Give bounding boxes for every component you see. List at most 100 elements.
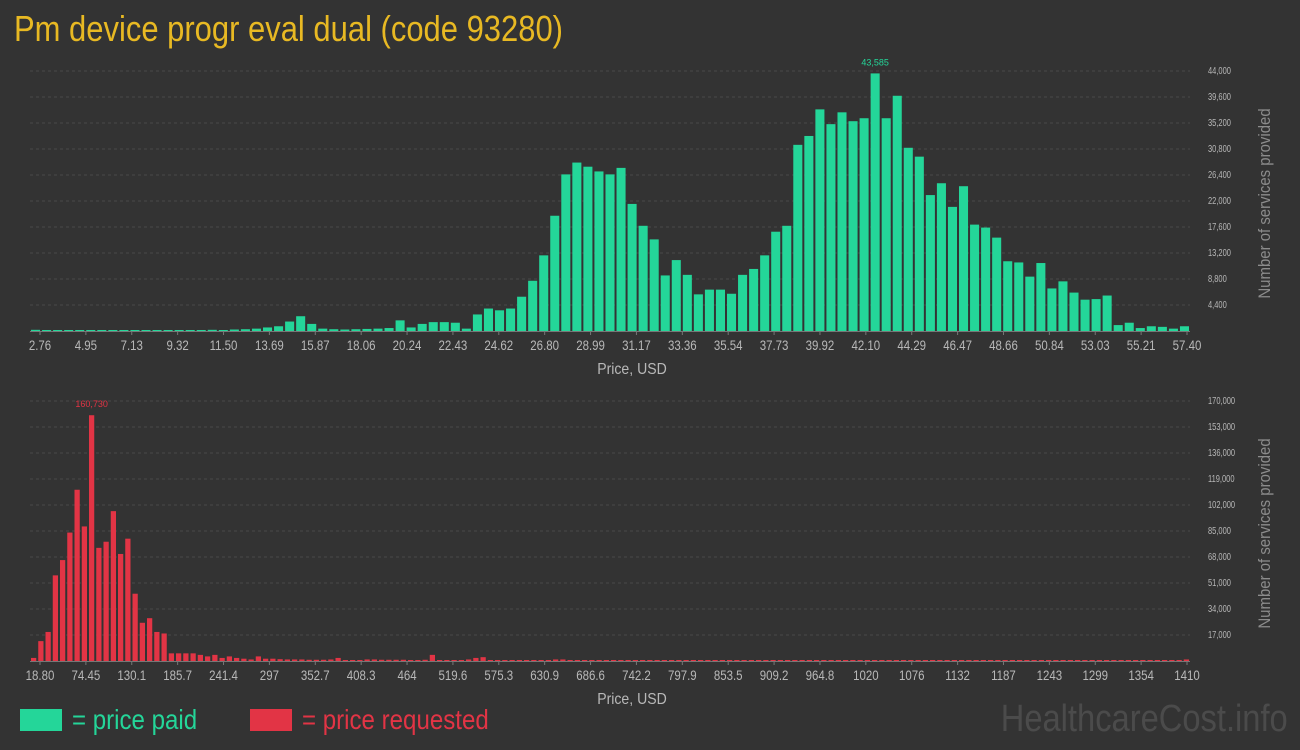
- requested-xtick-label: 464: [397, 667, 416, 683]
- paid-bar: [108, 330, 118, 331]
- requested-bar: [850, 660, 856, 661]
- requested-ytick-label: 102,000: [1208, 499, 1235, 510]
- paid-ytick-label: 30,800: [1208, 143, 1231, 154]
- paid-bar: [693, 294, 703, 331]
- requested-bar: [828, 660, 834, 661]
- requested-bar: [132, 593, 138, 661]
- requested-bar: [1024, 660, 1030, 661]
- paid-bar: [141, 330, 151, 331]
- requested-bar: [1053, 660, 1059, 661]
- paid-bar: [229, 329, 239, 331]
- requested-bar: [1096, 660, 1102, 661]
- page-title: Pm device progr eval dual (code 93280): [14, 8, 564, 49]
- paid-bar: [815, 109, 825, 331]
- requested-bar: [292, 659, 298, 661]
- requested-bar: [930, 660, 936, 661]
- requested-bar: [524, 660, 530, 661]
- requested-xtick-label: 74.45: [72, 667, 101, 683]
- paid-bar: [616, 167, 626, 331]
- requested-bar: [908, 660, 914, 661]
- requested-xtick-label: 241.4: [209, 667, 238, 683]
- paid-bar: [439, 322, 449, 331]
- requested-bar: [408, 660, 414, 661]
- requested-bar: [661, 660, 667, 661]
- legend-paid-swatch: [20, 709, 62, 731]
- requested-bar: [473, 657, 479, 661]
- requested-bar: [161, 633, 167, 661]
- paid-xtick-label: 24.62: [484, 337, 513, 353]
- paid-bar: [1157, 326, 1167, 331]
- paid-xtick-label: 53.03: [1081, 337, 1110, 353]
- paid-bar: [240, 329, 250, 331]
- requested-bar: [1002, 660, 1008, 661]
- paid-bar: [373, 328, 383, 331]
- paid-bar: [119, 330, 129, 331]
- requested-bar: [45, 631, 51, 661]
- requested-bar: [611, 660, 617, 661]
- paid-bar: [881, 118, 891, 331]
- requested-bar: [560, 659, 566, 661]
- paid-x-axis-title: Price, USD: [597, 360, 667, 378]
- requested-bar: [444, 660, 450, 661]
- requested-bar: [763, 660, 769, 661]
- requested-bar: [81, 526, 87, 661]
- requested-bar: [1104, 660, 1110, 661]
- requested-bar: [1046, 660, 1052, 661]
- paid-bar: [506, 308, 516, 331]
- paid-bar: [583, 166, 593, 331]
- paid-bar: [936, 183, 946, 331]
- requested-bar: [959, 660, 965, 661]
- requested-bar: [52, 575, 58, 661]
- paid-bar: [329, 329, 339, 331]
- paid-bar: [207, 329, 217, 331]
- paid-bar: [1146, 326, 1156, 331]
- requested-bar: [168, 653, 174, 661]
- paid-bar: [992, 237, 1002, 331]
- requested-bar: [843, 660, 849, 661]
- watermark: HealthcareCost.info: [1000, 698, 1288, 740]
- paid-bar: [925, 195, 935, 331]
- paid-bar: [638, 225, 648, 331]
- requested-bar: [1147, 660, 1153, 661]
- requested-bar: [197, 654, 203, 661]
- requested-bar: [1017, 660, 1023, 661]
- requested-bar: [1140, 660, 1146, 661]
- requested-bar: [806, 660, 812, 661]
- paid-bar: [660, 275, 670, 331]
- legend-paid-label: = price paid: [72, 704, 198, 735]
- paid-bar: [351, 329, 361, 331]
- requested-xtick-label: 630.9: [530, 667, 559, 683]
- paid-bar: [86, 330, 96, 331]
- legend-requested-swatch: [250, 709, 292, 731]
- requested-xtick-label: 1020: [853, 667, 879, 683]
- requested-bar: [321, 659, 327, 661]
- paid-bar: [1091, 299, 1101, 331]
- paid-bar: [870, 73, 880, 332]
- requested-bar: [379, 659, 385, 661]
- paid-bar: [395, 320, 405, 331]
- paid-bar: [1069, 292, 1079, 331]
- paid-xtick-label: 22.43: [439, 337, 468, 353]
- requested-bar: [516, 660, 522, 661]
- requested-bar: [792, 660, 798, 661]
- requested-bar: [1067, 660, 1073, 661]
- requested-bar: [683, 660, 689, 661]
- requested-bar: [814, 660, 820, 661]
- requested-bar: [480, 657, 486, 661]
- paid-bar: [1058, 281, 1068, 331]
- paid-ytick-label: 44,000: [1208, 65, 1231, 76]
- paid-bar: [793, 144, 803, 331]
- requested-bar: [234, 657, 240, 661]
- paid-ytick-label: 8,800: [1208, 273, 1227, 284]
- requested-x-axis-title: Price, USD: [597, 690, 667, 708]
- paid-bar: [64, 330, 74, 331]
- requested-bar: [727, 660, 733, 661]
- paid-bar: [163, 330, 173, 331]
- requested-bar: [429, 654, 435, 661]
- requested-bar: [966, 660, 972, 661]
- paid-bar: [682, 274, 692, 331]
- requested-bar: [1111, 660, 1117, 661]
- paid-bar: [892, 95, 902, 331]
- requested-bar: [886, 660, 892, 661]
- requested-bar: [1031, 660, 1037, 661]
